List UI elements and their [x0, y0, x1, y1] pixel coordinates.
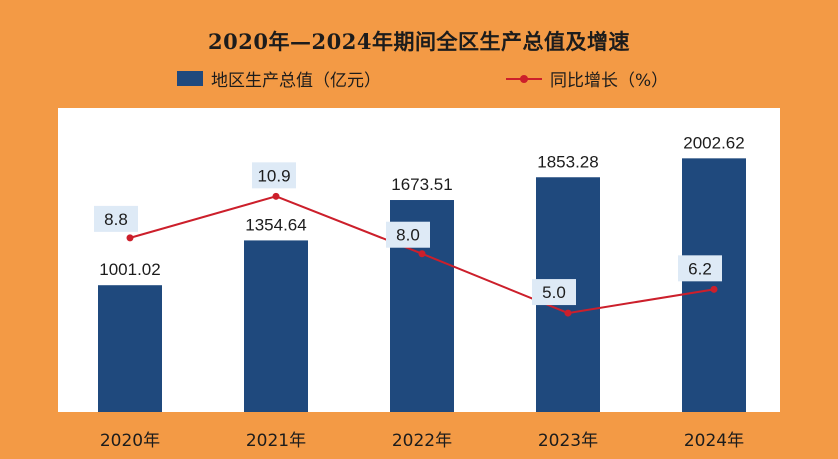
- bar-value-label-0: 1001.02: [99, 260, 160, 279]
- growth-label-box-2: [386, 221, 430, 248]
- growth-value-label-4: 6.2: [688, 259, 712, 278]
- growth-point-1: [272, 192, 280, 200]
- chart-legend: 地区生产总值（亿元） 同比增长（%）: [0, 66, 838, 92]
- growth-label-box-0: [94, 205, 138, 232]
- legend-item-growth: 同比增长（%）: [506, 66, 668, 91]
- growth-point-0: [126, 234, 134, 242]
- x-tick-label-4: 2024年: [684, 431, 744, 451]
- bar-value-label-2: 1673.51: [391, 175, 452, 194]
- growth-value-label-2: 8.0: [396, 226, 420, 245]
- x-tick-label-2: 2022年: [392, 431, 452, 451]
- x-tick-label-1: 2021年: [246, 431, 306, 451]
- growth-value-label-0: 8.8: [104, 210, 128, 229]
- bar-value-label-3: 1853.28: [537, 152, 598, 171]
- growth-point-3: [564, 309, 572, 317]
- growth-value-label-3: 5.0: [542, 283, 566, 302]
- legend-label-growth: 同比增长（%）: [550, 71, 669, 91]
- x-tick-label-0: 2020年: [100, 431, 160, 451]
- chart-title: 2020年—2024年期间全区生产总值及增速: [208, 29, 630, 54]
- legend-item-gdp: 地区生产总值（亿元）: [177, 66, 381, 91]
- x-tick-label-3: 2023年: [538, 431, 598, 451]
- bar-value-label-1: 1354.64: [245, 215, 306, 234]
- bar-0: [98, 285, 162, 412]
- growth-label-box-4: [678, 255, 722, 282]
- growth-value-label-1: 10.9: [257, 166, 290, 185]
- bar-value-label-4: 2002.62: [683, 133, 744, 152]
- bar-1: [244, 240, 308, 412]
- legend-label-gdp: 地区生产总值（亿元）: [211, 71, 381, 91]
- growth-point-4: [710, 285, 718, 293]
- growth-label-box-3: [532, 279, 576, 306]
- growth-point-2: [418, 250, 426, 258]
- growth-label-box-1: [252, 162, 296, 189]
- legend-bar-swatch: [177, 71, 203, 86]
- legend-line-swatch: [506, 72, 542, 86]
- bar-4: [682, 158, 746, 412]
